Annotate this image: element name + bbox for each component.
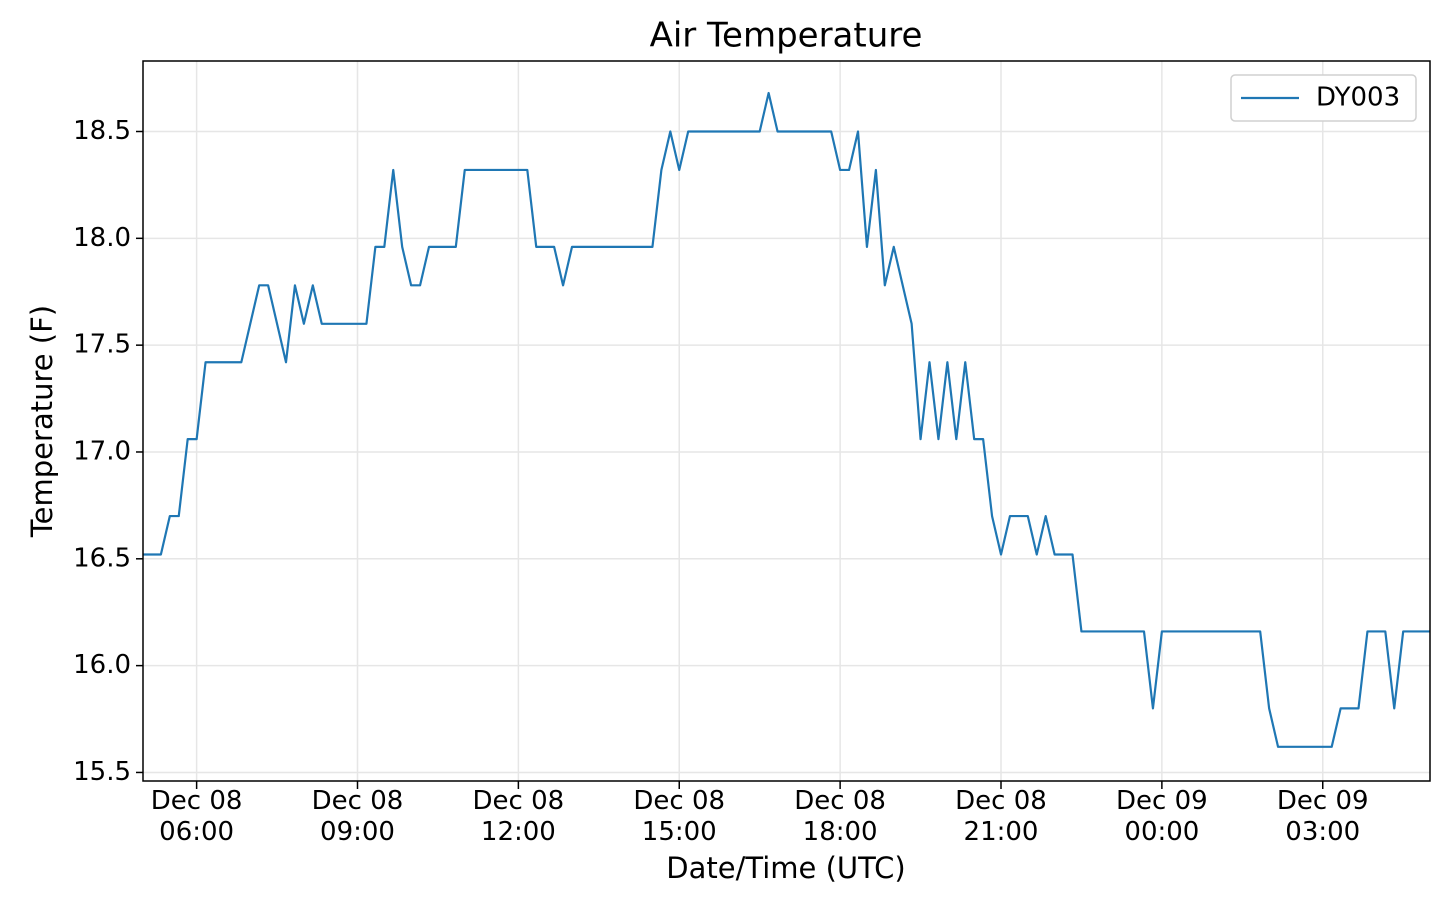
y-tick-label: 15.5	[73, 757, 131, 787]
x-tick-label: Dec 08 18:00	[794, 786, 886, 847]
x-tick-label: Dec 08 21:00	[955, 786, 1047, 847]
x-tick-label: Dec 08 15:00	[633, 786, 726, 847]
x-tick-label: Dec 09 00:00	[1116, 786, 1208, 847]
grid	[143, 61, 1430, 781]
y-tick-label: 18.0	[73, 223, 131, 253]
y-tick-label: 16.0	[73, 650, 131, 680]
x-tick-label: Dec 09 03:00	[1276, 786, 1369, 847]
data-line	[143, 91, 1430, 748]
x-axis-label: Date/Time (UTC)	[666, 851, 905, 885]
x-tick-label: Dec 08 06:00	[150, 786, 243, 847]
y-tick-label: 16.5	[73, 543, 131, 573]
y-tick-label: 17.0	[73, 436, 131, 466]
plot-frame	[142, 60, 1431, 782]
y-tick-label: 17.5	[73, 330, 131, 360]
legend-label: DY003	[1316, 83, 1400, 113]
x-tick-label: Dec 08 12:00	[472, 786, 565, 847]
chart-title: Air Temperature	[650, 16, 923, 56]
y-tick-label: 18.5	[73, 116, 131, 146]
x-tick-label: Dec 08 09:00	[311, 786, 404, 847]
legend-box	[1230, 74, 1417, 122]
y-axis-label: Temperature (F)	[25, 305, 59, 538]
